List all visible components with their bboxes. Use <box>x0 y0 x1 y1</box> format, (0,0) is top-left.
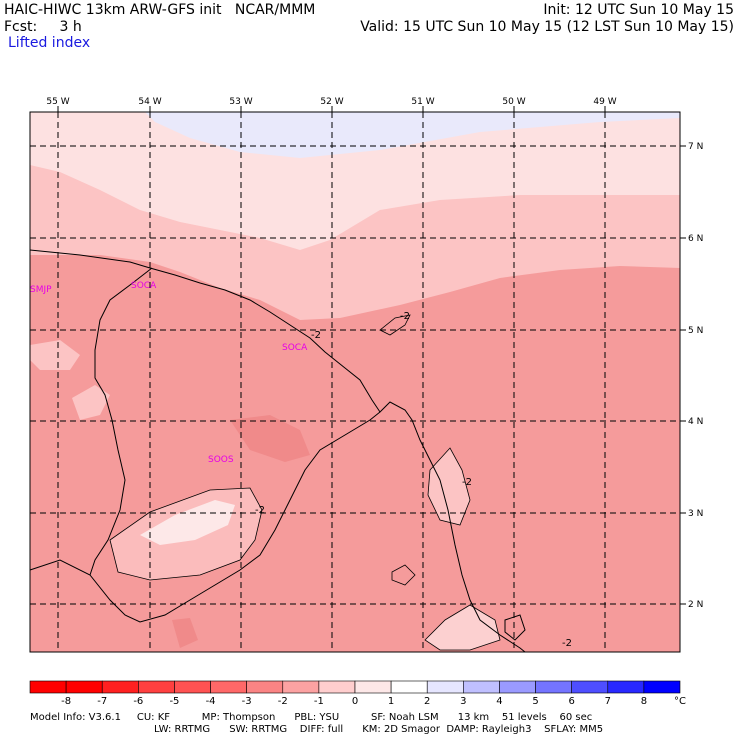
lon-label: 52 W <box>320 97 343 107</box>
lightest-patch-west <box>140 500 235 545</box>
station-label: SOCA <box>131 281 157 291</box>
colorbar-tick-label: -5 <box>169 696 179 707</box>
lat-label: 7 N <box>688 142 703 152</box>
tick-marks <box>57 106 686 605</box>
colorbar: -8 -7 -6 -5 -4 -3 -2 -1 0 1 2 3 4 5 6 7 8 °C <box>29 680 686 707</box>
colorbar-tick-label: 5 <box>532 696 538 707</box>
lat-label: 3 N <box>688 509 703 519</box>
contour-label: -2 <box>400 311 410 322</box>
map-frame <box>29 111 681 653</box>
forecast-hour: Fcst: 3 h <box>4 19 82 35</box>
colorbar-swatch <box>246 680 284 694</box>
colorbar-swatch <box>138 680 175 694</box>
border-suriname-french-guiana <box>89 267 153 576</box>
lon-label: 55 W <box>46 97 69 107</box>
colorbar-tick-label: 7 <box>605 696 611 707</box>
model-info-line2: LW: RRTMG SW: RRTMG DIFF: full KM: 2D Sm… <box>154 724 604 735</box>
contour-line-e <box>391 564 416 586</box>
valid-time: Valid: 15 UTC Sun 10 May 15 (12 LST Sun … <box>360 19 734 35</box>
colorbar-unit: °C <box>674 696 686 707</box>
station-label: SOCA <box>282 343 308 353</box>
lat-lon-grid <box>30 112 680 652</box>
lighter-patch-sw-spot <box>72 385 110 420</box>
estuary-island <box>504 614 526 641</box>
colorbar-tick-label: -2 <box>278 696 288 707</box>
colorbar-swatch <box>571 680 609 694</box>
contour-label: -2 <box>562 638 572 649</box>
lon-label: 51 W <box>411 97 434 107</box>
lon-label: 53 W <box>229 97 252 107</box>
colorbar-swatch <box>318 680 356 694</box>
init-time: Init: 12 UTC Sun 10 May 15 <box>543 2 734 18</box>
colorbar-swatch <box>354 680 392 694</box>
colorbar-tick-label: 6 <box>568 696 574 707</box>
station-label: SMJP <box>30 285 52 295</box>
model-info-line1: Model Info: V3.6.1 CU: KF MP: Thompson P… <box>30 712 593 723</box>
lat-label: 4 N <box>688 417 703 427</box>
contour-label: -2 <box>311 330 321 341</box>
colorbar-swatch <box>174 680 211 694</box>
colorbar-swatch <box>210 680 247 694</box>
darker-patch-a <box>230 415 310 462</box>
lighter-patch-south <box>425 605 500 650</box>
colorbar-tick-label: -3 <box>242 696 252 707</box>
contour-label: -2 <box>462 477 472 488</box>
contour-label: -2 <box>255 505 265 516</box>
colorbar-swatch <box>643 680 681 694</box>
colorbar-tick-label: 8 <box>641 696 647 707</box>
colorbar-swatch <box>65 680 103 694</box>
colorbar-tick-label: -8 <box>61 696 71 707</box>
colorbar-swatch <box>607 680 645 694</box>
colorbar-tick-label: 2 <box>424 696 430 707</box>
lat-label: 2 N <box>688 600 703 610</box>
lon-label: 54 W <box>138 97 161 107</box>
model-title: HAIC-HIWC 13km ARW-GFS init NCAR/MMM <box>4 2 316 18</box>
station-label: SOOS <box>208 455 234 465</box>
neutral-region-top <box>145 112 680 158</box>
colorbar-swatch <box>499 680 536 694</box>
colorbar-swatch <box>535 680 572 694</box>
darker-patch-b <box>172 618 198 648</box>
contour-line-d <box>424 604 501 651</box>
colorbar-tick-label: 0 <box>352 696 358 707</box>
colorbar-tick-label: 3 <box>460 696 466 707</box>
lat-label: 5 N <box>688 326 703 336</box>
colorbar-tick-label: -6 <box>133 696 143 707</box>
field-name: Lifted index <box>8 35 91 51</box>
contour-line-a <box>379 314 411 336</box>
colorbar-swatch <box>426 680 464 694</box>
colorbar-tick-label: -1 <box>314 696 324 707</box>
lat-label: 6 N <box>688 234 703 244</box>
colorbar-tick-label: 4 <box>496 696 502 707</box>
lon-label: 49 W <box>593 97 616 107</box>
colorbar-swatch <box>29 680 67 694</box>
lighter-patch-corner <box>30 340 80 370</box>
colorbar-swatch <box>463 680 500 694</box>
lon-label: 50 W <box>502 97 525 107</box>
contour-line-c <box>109 487 263 581</box>
colorbar-tick-label: 1 <box>388 696 394 707</box>
colorbar-tick-label: -4 <box>206 696 216 707</box>
lighter-patch-east <box>428 448 470 525</box>
coastline <box>29 249 526 653</box>
colorbar-swatch <box>282 680 320 694</box>
colorbar-swatch <box>390 680 428 694</box>
border-brazil-west <box>29 411 381 623</box>
colorbar-swatch <box>101 680 139 694</box>
colorbar-tick-label: -7 <box>97 696 107 707</box>
